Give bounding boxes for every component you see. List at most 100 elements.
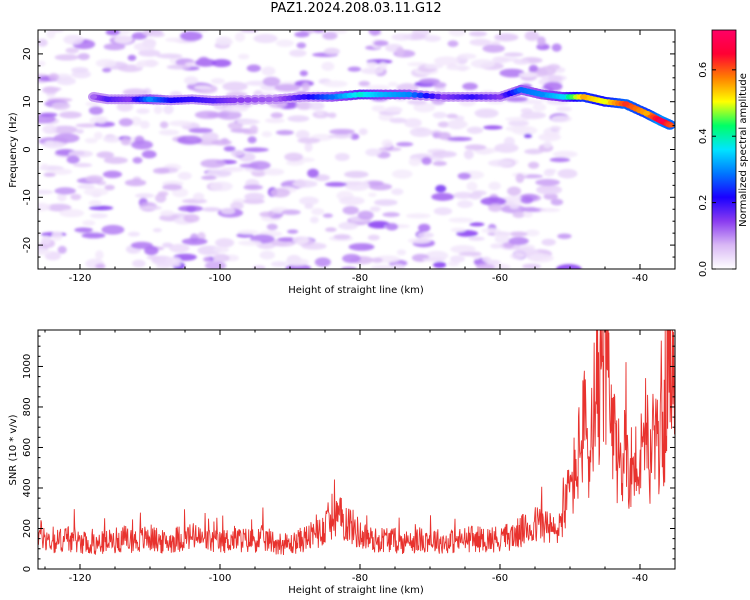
noise-blob (358, 128, 368, 136)
noise-blob (491, 40, 501, 46)
noise-blob (366, 84, 390, 91)
noise-blob (327, 112, 337, 119)
noise-blob (332, 30, 348, 34)
noise-blob (522, 263, 541, 269)
noise-blob (437, 132, 452, 140)
noise-blob (138, 49, 161, 57)
noise-blob (366, 61, 378, 68)
y-tick-label: 800 (22, 397, 33, 416)
noise-blob (139, 120, 150, 129)
noise-blob (275, 129, 294, 136)
ridge-point (273, 97, 279, 102)
noise-blob (469, 222, 485, 227)
noise-blob (88, 106, 104, 115)
noise-blob (543, 193, 558, 200)
noise-blob (492, 56, 510, 64)
noise-blob (457, 172, 471, 180)
noise-blob (396, 142, 414, 147)
noise-blob (56, 76, 76, 86)
noise-blob (334, 152, 350, 162)
noise-blob (527, 161, 540, 169)
noise-blob (457, 53, 477, 60)
noise-blob (369, 206, 381, 212)
noise-blob (141, 150, 157, 159)
noise-blob (150, 32, 165, 38)
noise-blob (391, 33, 413, 41)
noise-blob (51, 101, 71, 111)
noise-blob (57, 245, 67, 254)
noise-blob (431, 192, 455, 201)
noise-blob (405, 213, 431, 219)
noise-blob (339, 196, 365, 206)
noise-blob (201, 175, 217, 180)
noise-blob (344, 170, 369, 178)
noise-blob (281, 209, 301, 215)
colorbar-label: Normalized spectral amplitude (738, 73, 749, 227)
noise-blob (177, 171, 192, 180)
y-tick-label: 10 (22, 95, 33, 108)
y-tick-label: -20 (22, 237, 33, 253)
noise-blob (421, 157, 432, 165)
noise-blob (237, 229, 259, 235)
ridge-point (329, 95, 335, 99)
ridge-core (410, 92, 419, 98)
noise-blob (130, 116, 142, 126)
noise-blob (51, 231, 63, 241)
ridge-point (668, 123, 675, 128)
noise-blob (299, 70, 308, 77)
noise-blob (547, 75, 563, 83)
noise-blob (287, 115, 310, 123)
noise-blob (284, 152, 304, 162)
noise-blob (188, 127, 213, 134)
noise-blob (204, 261, 227, 269)
x-tick-label: -60 (492, 573, 508, 584)
noise-blob (75, 129, 84, 134)
noise-blob (42, 141, 65, 149)
ridge-point (147, 97, 153, 102)
noise-blob (391, 169, 413, 179)
noise-blob (463, 149, 474, 160)
noise-blob (385, 223, 399, 231)
y-tick-label: 0 (22, 566, 33, 572)
x-tick-label: -80 (352, 273, 368, 284)
noise-blob (437, 121, 450, 128)
noise-blob (153, 105, 163, 115)
noise-blob (535, 178, 560, 186)
noise-blob (105, 30, 121, 36)
noise-blob (131, 259, 146, 268)
noise-blob (38, 60, 46, 67)
ridge-core (416, 92, 425, 99)
noise-blob (456, 200, 473, 208)
noise-blob (448, 120, 468, 129)
snr-plot-area (38, 330, 675, 569)
noise-blob (315, 111, 325, 116)
noise-blob (54, 54, 79, 61)
noise-blob (482, 44, 505, 53)
noise-blob (360, 67, 384, 75)
ridge-point (301, 95, 307, 99)
ridge-point (602, 99, 608, 104)
noise-blob (200, 159, 226, 168)
noise-blob (466, 126, 484, 134)
noise-blob (270, 188, 291, 198)
ridge-core (251, 96, 259, 103)
noise-blob (515, 173, 525, 183)
noise-blob (194, 85, 212, 91)
noise-blob (556, 106, 572, 112)
noise-blob (374, 199, 398, 206)
ridge-point (469, 95, 475, 99)
noise-blob (528, 64, 539, 73)
noise-blob (418, 223, 431, 233)
noise-blob (46, 203, 72, 212)
noise-blob (544, 168, 557, 174)
noise-blob (308, 101, 325, 111)
noise-blob (557, 168, 578, 179)
noise-blob (81, 232, 106, 239)
noise-blob (122, 88, 149, 97)
noise-blob (253, 33, 278, 44)
noise-blob (481, 227, 501, 234)
noise-blob (203, 256, 212, 262)
noise-blob (417, 232, 434, 239)
noise-blob (93, 131, 103, 140)
noise-blob (168, 120, 193, 127)
